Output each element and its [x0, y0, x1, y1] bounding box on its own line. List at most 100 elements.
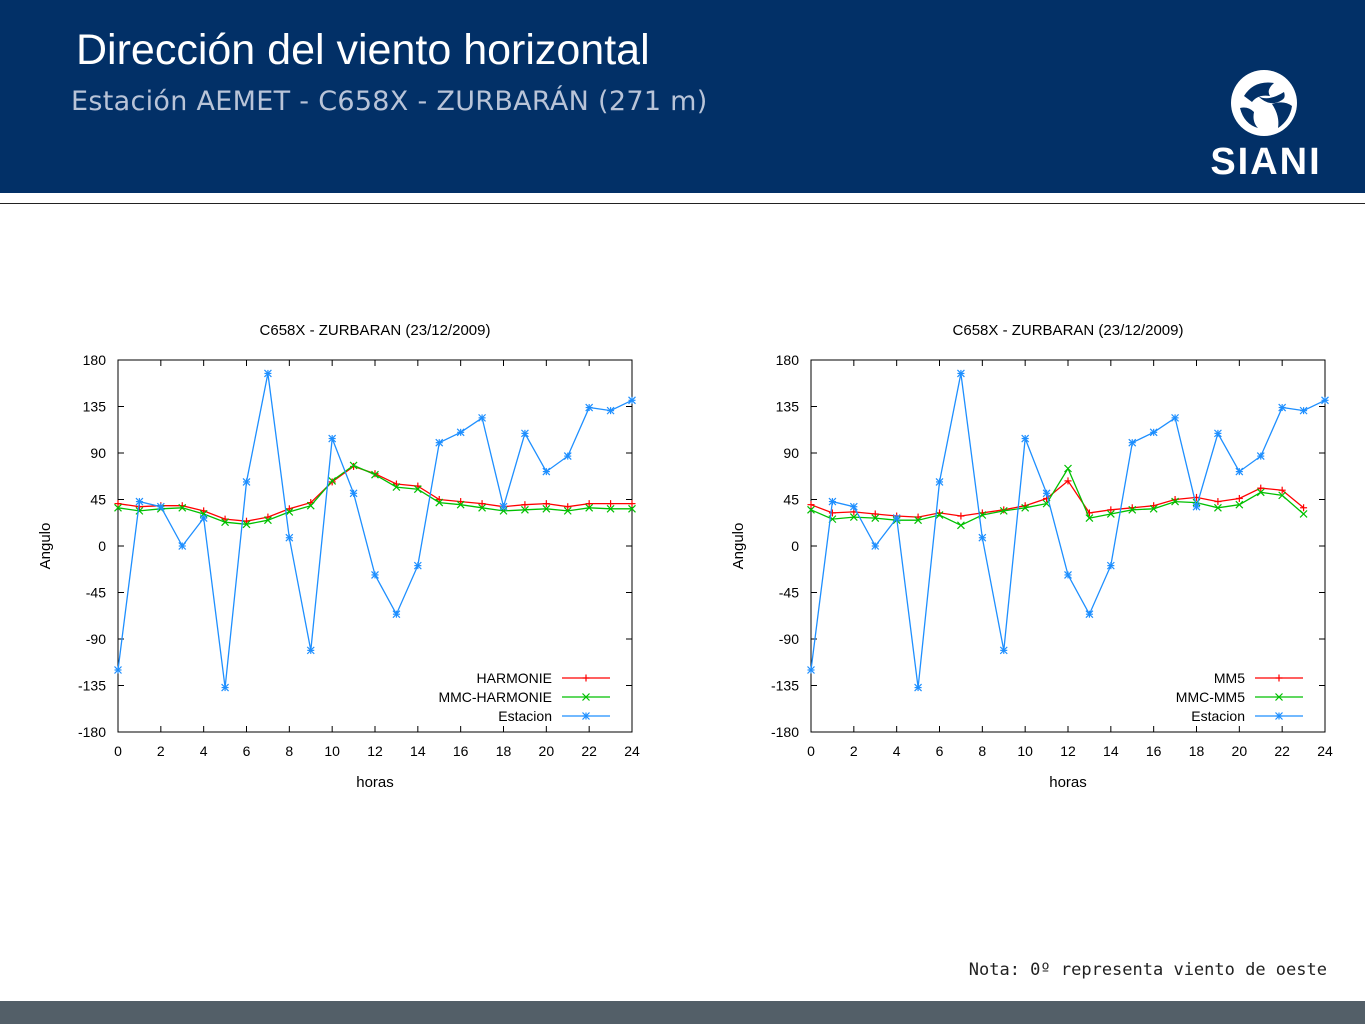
data-point: [956, 369, 965, 378]
data-point: [564, 503, 572, 511]
chart-harmonie: C658X - ZURBARAN (23/12/2009)0 2 4 6 8 10 12 14…: [37, 322, 640, 791]
x-tick-label: 12: [367, 743, 383, 759]
y-tick-label: -45: [779, 585, 799, 601]
series-line: [810, 467, 1305, 527]
series-line: [117, 373, 633, 688]
x-tick-label: 2: [850, 743, 858, 759]
series-mmc-mm5: [807, 464, 1308, 530]
y-tick-label: -180: [78, 724, 106, 740]
series-estacion: [807, 369, 1329, 692]
x-tick-label: 6: [936, 743, 944, 759]
data-point: [914, 516, 923, 525]
data-point: [628, 396, 636, 405]
data-point: [1021, 434, 1030, 443]
data-point: [435, 438, 444, 447]
x-axis-label: horas: [356, 774, 394, 791]
data-point: [263, 516, 272, 525]
data-point: [1021, 503, 1030, 512]
legend-marker: [582, 693, 590, 701]
data-point: [199, 514, 208, 523]
data-point: [114, 503, 122, 512]
x-tick-label: 10: [324, 743, 340, 759]
series-mmc-harmonie: [114, 461, 636, 529]
data-point: [1300, 504, 1308, 512]
y-tick-label: 180: [776, 352, 800, 368]
data-point: [563, 452, 572, 461]
x-tick-label: 0: [114, 743, 122, 759]
x-tick-label: 8: [978, 743, 986, 759]
data-point: [807, 666, 815, 674]
x-tick-label: 2: [157, 743, 165, 759]
x-tick-label: 18: [1189, 743, 1205, 759]
series-mm5: [807, 477, 1308, 521]
y-tick-label: 45: [90, 492, 106, 508]
x-tick-label: 4: [200, 743, 208, 759]
data-point: [1128, 505, 1137, 514]
data-point: [178, 542, 187, 550]
data-point: [978, 533, 987, 542]
x-tick-label: 14: [1103, 743, 1119, 759]
data-point: [563, 506, 572, 515]
data-point: [1256, 452, 1265, 461]
data-point: [807, 501, 815, 509]
data-point: [1128, 438, 1137, 447]
data-point: [1257, 484, 1265, 492]
data-point: [371, 470, 379, 479]
page-subtitle: Estación AEMET - C658X - ZURBARÁN (271 m…: [71, 86, 708, 117]
x-tick-label: 0: [807, 743, 815, 759]
data-point: [607, 500, 615, 508]
divider-line: [0, 203, 1365, 204]
x-tick-label: 14: [410, 743, 426, 759]
x-tick-label: 8: [285, 743, 293, 759]
data-point: [1042, 489, 1051, 498]
data-point: [1299, 510, 1308, 518]
data-point: [1064, 571, 1072, 579]
data-point: [306, 646, 315, 655]
series-line: [810, 479, 1305, 518]
footer-bar: [0, 1001, 1365, 1024]
globe-icon: [1231, 70, 1297, 136]
legend: MM5 MMC-MM5 Estacion: [1176, 670, 1303, 724]
y-tick-label: -180: [771, 724, 799, 740]
data-point: [935, 511, 944, 519]
data-point: [478, 413, 487, 422]
y-tick-label: 45: [783, 492, 799, 508]
data-point: [849, 502, 858, 511]
siani-logo: SIANI: [1210, 70, 1321, 181]
chart-title: C658X - ZURBARAN (23/12/2009): [260, 322, 491, 339]
legend-label: Estacion: [498, 708, 552, 724]
x-tick-label: 4: [893, 743, 901, 759]
data-point: [285, 533, 294, 542]
series-line: [810, 373, 1326, 688]
data-point: [956, 521, 965, 530]
data-point: [456, 428, 465, 437]
data-point: [263, 369, 272, 378]
data-point: [1085, 514, 1094, 523]
data-point: [585, 403, 594, 412]
data-point: [221, 683, 230, 692]
data-point: [1149, 504, 1158, 513]
y-tick-label: 0: [98, 538, 106, 554]
data-point: [1171, 413, 1180, 422]
logo-text: SIANI: [1210, 141, 1321, 181]
data-point: [542, 504, 551, 513]
data-point: [828, 509, 836, 517]
data-point: [1064, 464, 1072, 473]
legend: HARMONIE MMC-HARMONIE Estacion: [438, 670, 610, 724]
data-point: [520, 505, 529, 514]
y-tick-label: 0: [791, 538, 799, 554]
y-tick-label: -135: [771, 678, 799, 694]
data-point: [892, 514, 901, 523]
data-point: [914, 683, 923, 692]
data-point: [1106, 510, 1115, 518]
data-point: [499, 502, 508, 511]
legend-label: MM5: [1214, 670, 1245, 686]
data-point: [1149, 428, 1158, 437]
footnote: Nota: 0º representa viento de oeste: [968, 960, 1327, 980]
data-point: [957, 512, 965, 520]
data-point: [413, 485, 422, 494]
data-point: [828, 497, 837, 506]
data-point: [328, 434, 337, 443]
plot-frame: [117, 359, 633, 733]
data-point: [1299, 406, 1308, 415]
